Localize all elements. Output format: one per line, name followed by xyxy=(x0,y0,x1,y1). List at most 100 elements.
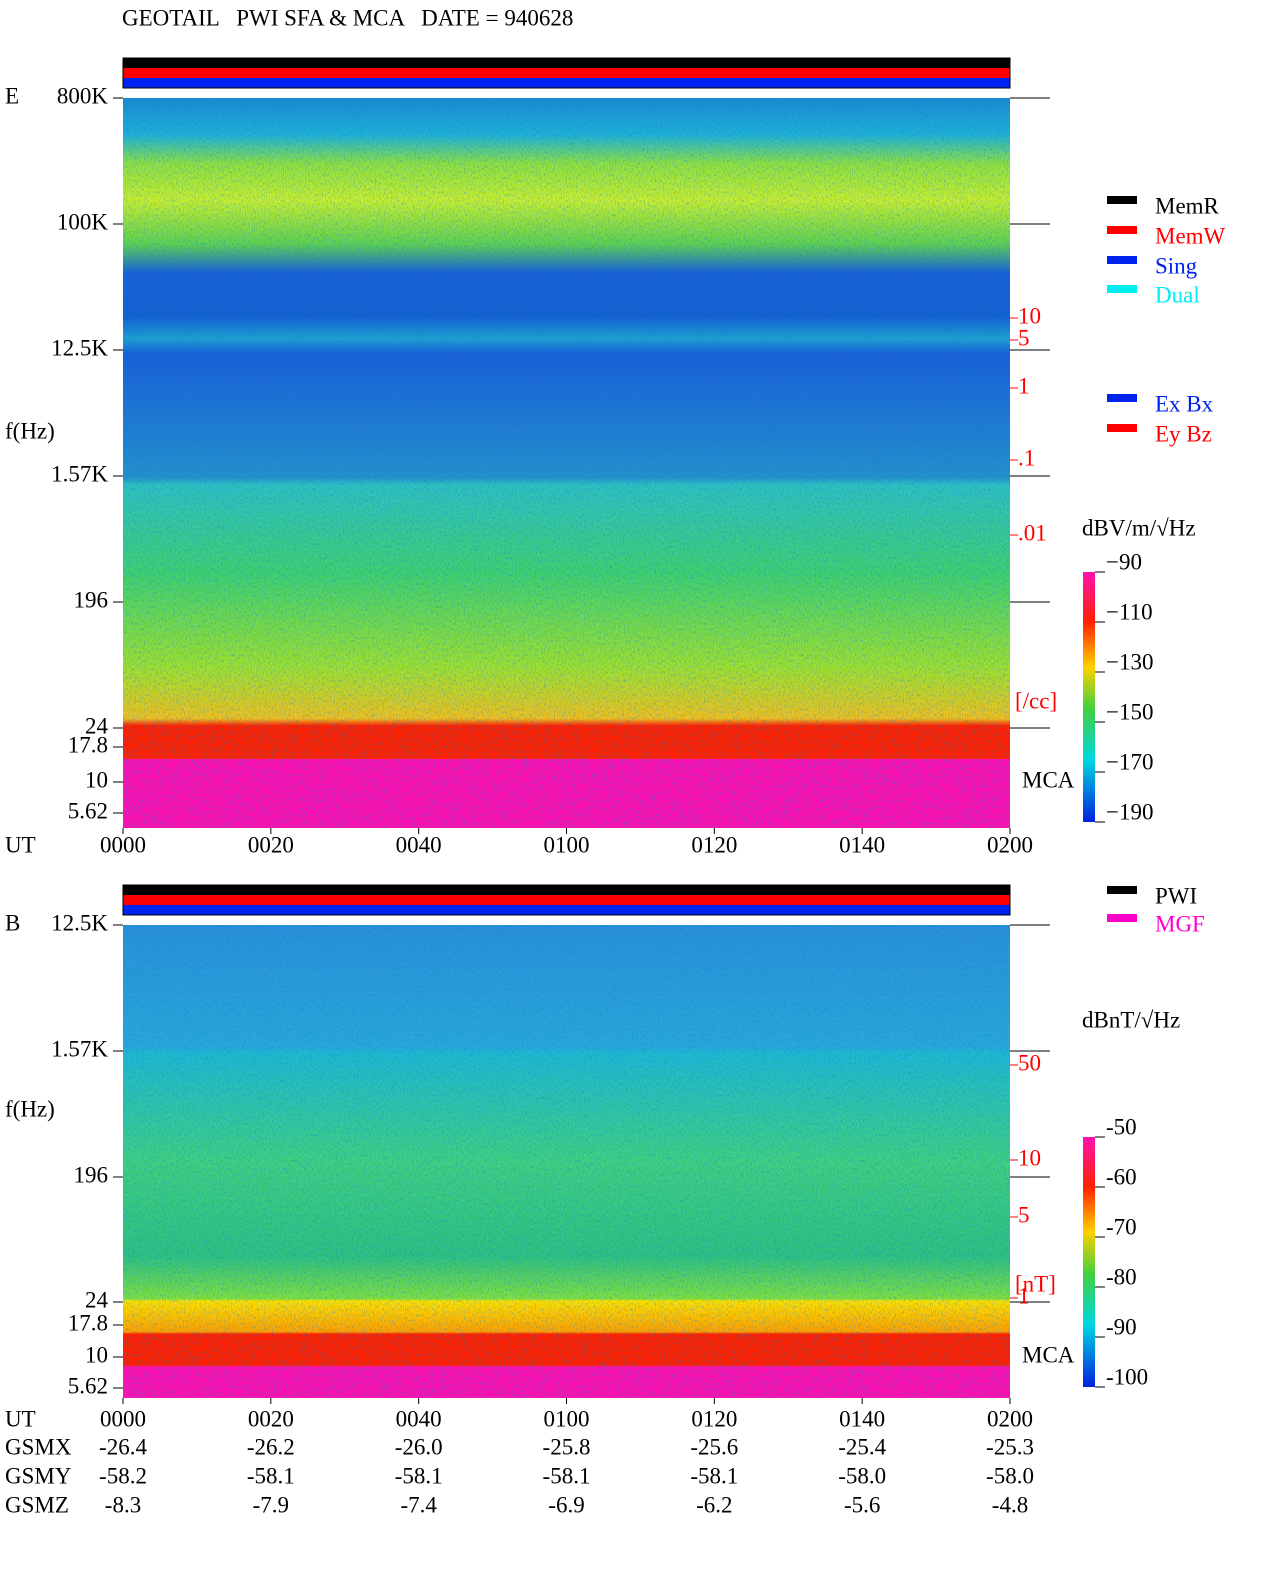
x-tick-label: 0100 xyxy=(544,832,590,857)
title: GEOTAIL PWI SFA & MCA DATE = 940628 xyxy=(122,5,573,30)
x-tick-label: 0120 xyxy=(691,832,737,857)
legend-swatch xyxy=(1107,256,1137,264)
colorbar-tick-label: −170 xyxy=(1106,749,1153,774)
orbit-value: -6.9 xyxy=(548,1492,584,1517)
y-tick-label: 196 xyxy=(74,587,109,612)
colorbar-tick-label: -100 xyxy=(1106,1364,1148,1389)
right-tick-label: 1 xyxy=(1018,1283,1030,1308)
legend-label: Sing xyxy=(1155,253,1198,278)
legend-label: MemR xyxy=(1155,193,1220,218)
y-tick-label: 1.57K xyxy=(51,1036,108,1061)
legend-label: MGF xyxy=(1155,911,1205,936)
y-tick-label: 24 xyxy=(85,1287,109,1312)
colorbar-tick-label: -50 xyxy=(1106,1114,1137,1139)
orbit-value: -58.1 xyxy=(690,1463,738,1488)
orbit-value: -7.4 xyxy=(400,1492,437,1517)
y-tick-label: 100K xyxy=(57,209,109,234)
y-tick-label: 12.5K xyxy=(51,910,108,935)
right-tick-label: 5 xyxy=(1018,1202,1030,1227)
legend-swatch xyxy=(1107,394,1137,402)
orbit-value: -58.1 xyxy=(395,1463,443,1488)
bar-frame xyxy=(122,884,1011,916)
x-tick-label: 0140 xyxy=(839,1406,885,1431)
status-bar xyxy=(123,885,1010,895)
legend-swatch xyxy=(1107,285,1137,293)
legend-label: MemW xyxy=(1155,223,1226,248)
y-tick-label: 800K xyxy=(57,83,109,108)
orbit-value: -58.0 xyxy=(838,1463,886,1488)
orbit-label: GSMZ xyxy=(5,1492,69,1517)
panel-label: E xyxy=(5,83,19,108)
status-bar xyxy=(123,68,1010,78)
orbit-label: GSMX xyxy=(5,1434,72,1459)
status-bar xyxy=(123,58,1010,68)
colorbar-tick-label: −130 xyxy=(1106,649,1153,674)
orbit-value: -58.1 xyxy=(247,1463,295,1488)
legend-label: Ex Bx xyxy=(1155,391,1214,416)
orbit-value: -4.8 xyxy=(992,1492,1028,1517)
orbit-value: -8.3 xyxy=(105,1492,141,1517)
y-tick-label: 1.57K xyxy=(51,461,108,486)
y-tick-label: 10 xyxy=(85,767,108,792)
y-tick-label: 5.62 xyxy=(68,798,108,823)
right-tick-label: 5 xyxy=(1018,325,1030,350)
right-tick-label: 50 xyxy=(1018,1050,1041,1075)
x-tick-label: 0200 xyxy=(987,1406,1033,1431)
colorbar-tick-label: −110 xyxy=(1106,599,1153,624)
orbit-value: -5.6 xyxy=(844,1492,880,1517)
mca-label: MCA xyxy=(1022,767,1075,792)
legend-swatch xyxy=(1107,914,1137,922)
orbit-value: -26.0 xyxy=(395,1434,443,1459)
orbit-value: -25.8 xyxy=(543,1434,591,1459)
x-tick-label: 0100 xyxy=(544,1406,590,1431)
orbit-value: -25.3 xyxy=(986,1434,1034,1459)
x-tick-label: 0000 xyxy=(100,1406,146,1431)
status-bar xyxy=(123,905,1010,915)
x-axis-label: UT xyxy=(5,832,36,857)
status-bar xyxy=(123,78,1010,88)
colorbar xyxy=(1083,572,1095,822)
x-tick-label: 0020 xyxy=(248,832,294,857)
colorbar-unit: dBnT/√Hz xyxy=(1082,1007,1180,1032)
orbit-value: -7.9 xyxy=(253,1492,289,1517)
bar-frame xyxy=(122,57,1011,89)
right-tick-label: 1 xyxy=(1018,373,1030,398)
orbit-value: -26.4 xyxy=(99,1434,147,1459)
legend-swatch xyxy=(1107,886,1137,894)
orbit-value: -58.1 xyxy=(543,1463,591,1488)
right-unit: [/cc] xyxy=(1015,688,1057,713)
colorbar-unit: dBV/m/√Hz xyxy=(1082,515,1196,540)
y-axis-label: f(Hz) xyxy=(5,418,55,443)
colorbar-tick-label: -90 xyxy=(1106,1314,1137,1339)
x-tick-label: 0200 xyxy=(987,832,1033,857)
colorbar-tick-label: −150 xyxy=(1106,699,1153,724)
x-tick-label: 0140 xyxy=(839,832,885,857)
x-tick-label: 0000 xyxy=(100,832,146,857)
colorbar-tick-label: -70 xyxy=(1106,1214,1137,1239)
legend-label: Dual xyxy=(1155,282,1200,307)
legend-swatch xyxy=(1107,196,1137,204)
colorbar-tick-label: −190 xyxy=(1106,799,1153,824)
x-axis-label: UT xyxy=(5,1406,36,1431)
colorbar-tick-label: −90 xyxy=(1106,549,1142,574)
mca-label: MCA xyxy=(1022,1342,1075,1367)
status-bar xyxy=(123,895,1010,905)
x-tick-label: 0120 xyxy=(691,1406,737,1431)
y-tick-label: 17.8 xyxy=(68,1310,108,1335)
y-tick-label: 17.8 xyxy=(68,732,108,757)
colorbar-tick-label: -60 xyxy=(1106,1164,1137,1189)
orbit-value: -26.2 xyxy=(247,1434,295,1459)
orbit-label: GSMY xyxy=(5,1463,72,1488)
orbit-value: -58.2 xyxy=(99,1463,147,1488)
right-unit: [nT] xyxy=(1015,1271,1056,1296)
y-axis-label: f(Hz) xyxy=(5,1096,55,1121)
colorbar xyxy=(1083,1137,1095,1387)
legend-label: PWI xyxy=(1155,883,1197,908)
y-tick-label: 196 xyxy=(74,1162,109,1187)
spectrogram-texture xyxy=(123,98,1010,828)
right-tick-label: 10 xyxy=(1018,303,1041,328)
y-tick-label: 24 xyxy=(85,713,109,738)
legend-swatch xyxy=(1107,424,1137,432)
colorbar-tick-label: -80 xyxy=(1106,1264,1137,1289)
